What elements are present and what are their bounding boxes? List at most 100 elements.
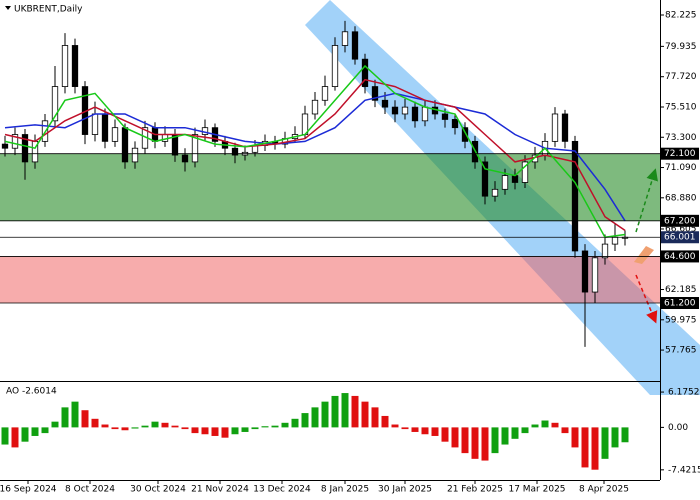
ao-bar — [251, 427, 259, 430]
ao-bar — [171, 425, 179, 428]
ao-bar — [431, 427, 439, 436]
ao-bar — [261, 426, 269, 428]
y-tick-label: 77.720 — [665, 72, 697, 82]
level-label-box — [661, 250, 699, 263]
x-tick-label: 8 Jan 2025 — [321, 485, 369, 495]
candle-body — [611, 236, 619, 245]
y-tick-label: 73.300 — [665, 133, 697, 143]
ao-bar — [451, 427, 459, 448]
level-label-box — [661, 147, 699, 160]
candle-body — [101, 113, 109, 142]
candle-body — [231, 147, 239, 156]
menu-icon — [5, 6, 11, 10]
candle-body — [341, 31, 349, 46]
candle-body — [391, 106, 399, 115]
level-label: 67.200 — [664, 216, 696, 226]
ao-bar — [201, 427, 209, 435]
y-tick-label: 59.975 — [665, 315, 697, 325]
ao-bar — [511, 427, 519, 439]
candle-body — [481, 161, 489, 197]
candle-body — [561, 113, 569, 142]
ao-bar — [211, 427, 219, 436]
candle-body — [511, 175, 519, 183]
x-tick-label: 8 Oct 2024 — [65, 485, 115, 495]
x-tick-label: 21 Nov 2024 — [191, 485, 249, 495]
ao-bar — [91, 418, 99, 428]
level-label: 61.200 — [664, 299, 696, 309]
candle-body — [121, 127, 129, 163]
candle-body — [1, 143, 9, 149]
candle-body — [91, 113, 99, 135]
ao-bar — [71, 401, 79, 428]
candle-body — [311, 99, 319, 115]
ao-bar — [241, 427, 249, 432]
forecast-marker — [634, 246, 654, 264]
x-tick-label: 17 Mar 2025 — [508, 485, 565, 495]
ao-bar — [501, 427, 509, 445]
ao-bar — [81, 410, 89, 428]
ao-bar — [421, 427, 429, 435]
ao-bar — [401, 427, 409, 430]
candle-body — [181, 154, 189, 163]
candle-body — [451, 119, 459, 129]
ao-bar — [1, 427, 9, 445]
ao-bar — [331, 395, 339, 428]
ao-y-tick-label: -7.4215 — [668, 465, 700, 475]
y-tick-label: 62.185 — [665, 285, 697, 295]
x-tick-label: 30 Oct 2024 — [130, 485, 186, 495]
ao-bar — [381, 415, 389, 428]
x-tick-label: 8 Apr 2025 — [579, 485, 629, 495]
level-label: 72.100 — [664, 149, 696, 159]
candle-body — [331, 45, 339, 87]
ao-bar — [521, 427, 529, 434]
ao-bar — [411, 427, 419, 432]
ao-bar — [291, 418, 299, 428]
ao-bar — [151, 421, 159, 428]
ao-bar — [361, 401, 369, 428]
ao-bar — [321, 401, 329, 428]
ao-bar — [561, 427, 569, 434]
candle-body — [131, 147, 139, 163]
y-tick-label: 66.605 — [665, 224, 697, 234]
moving-average — [4, 64, 626, 239]
ao-bar — [621, 427, 629, 443]
ao-bar — [231, 427, 239, 435]
candle-body — [501, 175, 509, 190]
ao-bar — [601, 427, 609, 459]
ao-bar — [221, 427, 229, 438]
candle-body — [351, 31, 359, 60]
y-tick-label: 68.880 — [665, 193, 697, 203]
ao-title: AO -2.6014 — [6, 387, 57, 397]
candle-body — [551, 113, 559, 142]
ao-bar — [311, 407, 319, 428]
x-tick-label: 30 Jan 2025 — [378, 485, 432, 495]
ao-bar — [271, 425, 279, 428]
ao-bar — [121, 427, 129, 431]
x-tick-label: 16 Sep 2024 — [0, 485, 57, 495]
candle-body — [191, 134, 199, 163]
ao-bar — [301, 413, 309, 428]
ao-bar — [531, 424, 539, 428]
ao-bar — [391, 424, 399, 428]
ao-bar — [581, 427, 589, 468]
x-tick-label: 13 Dec 2024 — [253, 485, 311, 495]
ao-bar — [551, 422, 559, 428]
ao-bar — [341, 393, 349, 428]
candle-body — [71, 45, 79, 87]
y-tick-label: 82.225 — [665, 11, 697, 21]
ao-bar — [141, 425, 149, 428]
candle-body — [21, 134, 29, 163]
candle-body — [361, 58, 369, 87]
price-zone — [0, 256, 660, 304]
y-tick-label: 71.090 — [665, 163, 697, 173]
candle-body — [601, 243, 609, 259]
ao-bar — [181, 427, 189, 430]
level-label: 64.600 — [664, 252, 696, 262]
moving-average — [4, 78, 626, 232]
ao-bar — [51, 421, 59, 428]
candle-body — [441, 113, 449, 120]
ao-bar — [611, 427, 619, 448]
ao-bar — [491, 427, 499, 454]
candle-body — [461, 127, 469, 142]
